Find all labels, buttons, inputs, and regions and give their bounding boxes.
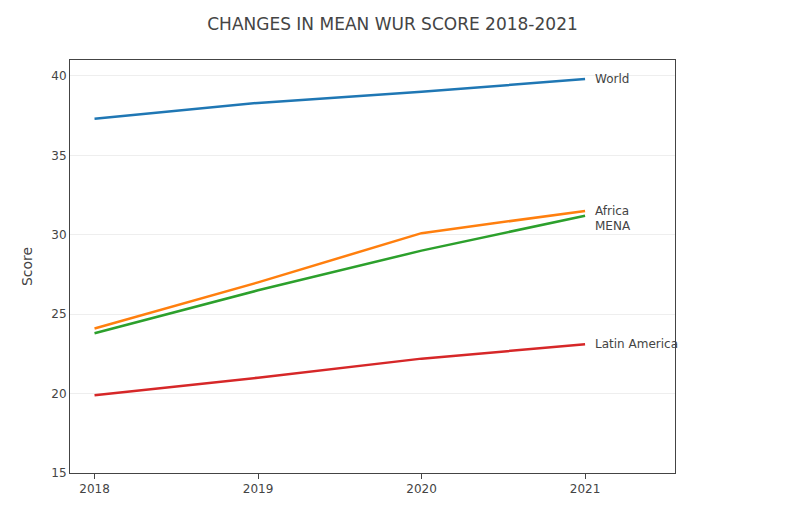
svg-text:2018: 2018 [79, 482, 110, 496]
svg-text:MENA: MENA [595, 219, 631, 233]
svg-text:35: 35 [51, 149, 66, 163]
svg-text:2021: 2021 [570, 482, 601, 496]
svg-text:30: 30 [51, 228, 66, 242]
svg-text:Africa: Africa [595, 204, 629, 218]
svg-text:World: World [595, 72, 629, 86]
svg-text:Score: Score [19, 247, 35, 286]
svg-text:20: 20 [51, 387, 66, 401]
svg-text:Latin America: Latin America [595, 337, 678, 351]
svg-text:2020: 2020 [406, 482, 437, 496]
svg-text:2019: 2019 [243, 482, 274, 496]
svg-text:25: 25 [51, 307, 66, 321]
svg-text:15: 15 [51, 466, 66, 480]
svg-text:CHANGES IN MEAN WUR SCORE 2018: CHANGES IN MEAN WUR SCORE 2018-2021 [207, 14, 578, 34]
svg-text:40: 40 [51, 69, 66, 83]
